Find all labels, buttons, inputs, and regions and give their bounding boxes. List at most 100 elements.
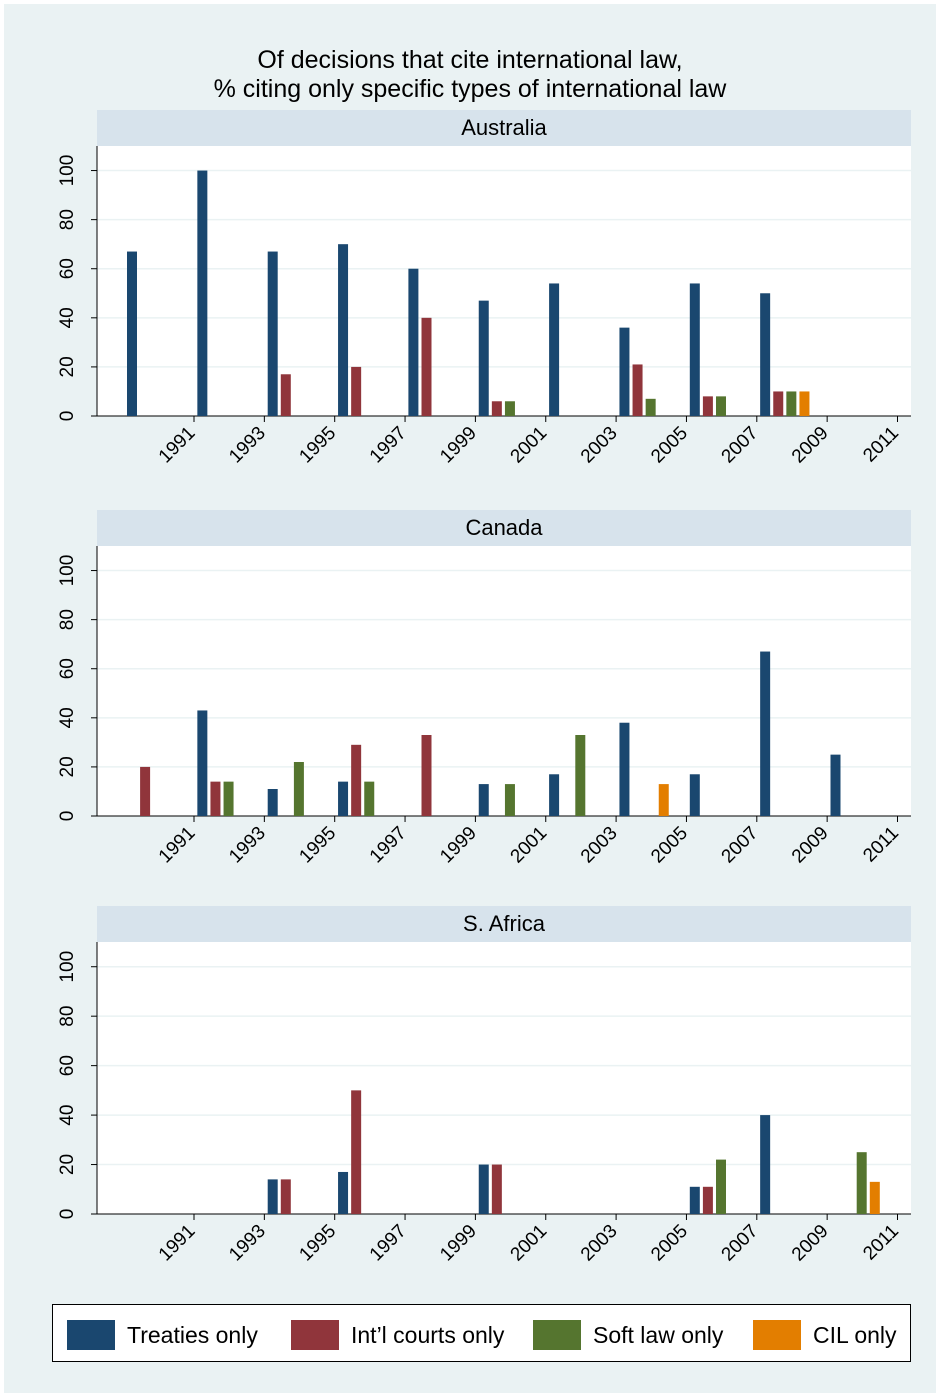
panel-s-africa: S. Africa 0 20 40 60 80 100 1991 1993 1995 1997 199…: [57, 906, 911, 1265]
x-tick-label: 1999: [436, 1221, 481, 1266]
bar-s-africa-treaties-only-2009: [760, 1115, 771, 1214]
bar-canada-soft-law-only-2003: [575, 735, 586, 816]
legend-swatch-cil: [753, 1320, 801, 1350]
legend-swatch-treaties: [67, 1320, 115, 1350]
bar-australia-int-l-courts-only-1999: [421, 317, 432, 416]
bar-australia-treaties-only-1991: [127, 251, 137, 416]
bar-canada-soft-law-only-1997: [364, 781, 375, 816]
y-tick-label: 80: [57, 209, 78, 230]
bar-australia-treaties-only-1993: [197, 170, 208, 416]
bar-s-africa-int-l-courts-only-2001: [491, 1164, 502, 1214]
bar-canada-treaties-only-2001: [478, 784, 489, 816]
bar-s-africa-treaties-only-2007: [689, 1186, 700, 1214]
bar-australia-treaties-only-2003: [549, 283, 560, 416]
x-tick-label: 1993: [225, 823, 270, 868]
bar-canada-int-l-courts-only-1993: [210, 781, 221, 816]
panel-strip: [97, 510, 911, 546]
bar-australia-int-l-courts-only-2007: [702, 396, 713, 416]
x-tick-label: 2011: [859, 423, 903, 467]
bar-canada-treaties-only-2007: [689, 774, 700, 816]
panel-strip: [97, 110, 911, 146]
x-tick-label: 1995: [295, 823, 340, 868]
x-tick-label: 2005: [647, 823, 692, 868]
y-tick-label: 20: [57, 756, 78, 777]
chart-title-line-2: % citing only specific types of internat…: [213, 75, 727, 103]
y-tick-label: 100: [57, 951, 78, 983]
x-tick-label: 2001: [507, 1221, 552, 1266]
x-tick-label: 2003: [577, 423, 622, 468]
panel-title: S. Africa: [463, 911, 546, 936]
plot-area: [97, 146, 911, 416]
x-tick-label: 1999: [436, 423, 481, 468]
bar-s-africa-int-l-courts-only-2007: [702, 1186, 713, 1214]
bar-australia-int-l-courts-only-2009: [773, 391, 784, 416]
bar-s-africa-soft-law-only-2007: [716, 1159, 726, 1214]
bar-australia-soft-law-only-2001: [504, 401, 515, 416]
bar-australia-int-l-courts-only-2001: [491, 401, 502, 416]
bar-canada-int-l-courts-only-1991: [140, 766, 151, 816]
bar-australia-treaties-only-1999: [408, 268, 419, 416]
x-tick-label: 1999: [436, 823, 481, 868]
y-tick-label: 0: [57, 811, 78, 822]
x-tick-label: 2007: [718, 1221, 763, 1266]
bar-s-africa-int-l-courts-only-1995: [280, 1179, 291, 1214]
bar-canada-treaties-only-2005: [619, 722, 630, 816]
panel-australia: Australia 0 20 40 60 80 100 1991 1993 1995 1997 199…: [57, 110, 911, 467]
bar-australia-int-l-courts-only-2005: [632, 364, 643, 416]
plot-area: [97, 546, 911, 816]
bar-canada-soft-law-only-1993: [223, 781, 234, 816]
y-tick-label: 60: [57, 258, 78, 279]
chart-title-line-1: Of decisions that cite international law…: [257, 46, 683, 74]
bar-canada-int-l-courts-only-1997: [351, 744, 362, 816]
bar-s-africa-treaties-only-1995: [267, 1179, 278, 1214]
x-tick-label: 2001: [507, 423, 552, 468]
x-tick-label: 2009: [788, 1221, 833, 1266]
x-tick-label: 2011: [859, 1221, 903, 1265]
bar-canada-treaties-only-1993: [197, 710, 208, 816]
bar-australia-treaties-only-2009: [760, 293, 771, 416]
bar-s-africa-treaties-only-1997: [338, 1171, 349, 1214]
y-tick-label: 60: [57, 1055, 78, 1076]
plot-area: [97, 942, 911, 1214]
x-tick-label: 2005: [647, 423, 692, 468]
x-tick-label: 1997: [366, 1221, 411, 1266]
bar-canada-cil-only-2005: [658, 784, 669, 816]
bar-s-africa-cil-only-2011: [869, 1181, 880, 1214]
legend-label-treaties: Treaties only: [127, 1322, 258, 1348]
y-tick-label: 100: [57, 155, 78, 187]
bar-australia-soft-law-only-2009: [786, 391, 797, 416]
bar-australia-int-l-courts-only-1997: [351, 366, 362, 416]
x-tick-label: 2007: [718, 823, 763, 868]
y-tick-label: 0: [57, 411, 78, 422]
bar-canada-treaties-only-1995: [267, 789, 278, 816]
panel-canada: Canada 0 20 40 60 80 100 1991 1993 1995 1997 1999 20…: [57, 510, 911, 867]
bar-australia-treaties-only-2005: [619, 327, 630, 416]
x-tick-label: 1993: [225, 1221, 270, 1266]
bar-canada-treaties-only-2011: [830, 754, 841, 816]
bar-s-africa-int-l-courts-only-1997: [351, 1090, 362, 1214]
x-tick-label: 2011: [859, 823, 903, 867]
y-tick-label: 40: [57, 307, 78, 328]
bar-canada-treaties-only-2009: [760, 651, 771, 816]
panel-title: Australia: [461, 115, 547, 140]
bar-canada-treaties-only-1997: [338, 781, 349, 816]
x-tick-label: 1997: [366, 423, 411, 468]
x-tick-label: 1991: [155, 423, 200, 468]
x-tick-label: 1991: [155, 823, 200, 868]
x-tick-label: 2007: [718, 423, 763, 468]
bar-australia-treaties-only-1997: [338, 244, 349, 416]
x-tick-label: 2003: [577, 823, 622, 868]
bar-australia-soft-law-only-2007: [716, 396, 726, 416]
x-tick-label: 2005: [647, 1221, 692, 1266]
y-tick-label: 0: [57, 1209, 78, 1220]
bar-canada-treaties-only-2003: [549, 774, 560, 816]
legend-label-intl-courts: Int’l courts only: [351, 1322, 505, 1348]
x-tick-label: 1995: [295, 423, 340, 468]
y-tick-label: 80: [57, 609, 78, 630]
bar-canada-soft-law-only-1995: [293, 762, 304, 816]
x-tick-label: 1991: [155, 1221, 200, 1266]
chart-title: Of decisions that cite international law…: [0, 46, 940, 104]
bar-s-africa-treaties-only-2001: [478, 1164, 489, 1214]
x-tick-label: 2009: [788, 423, 833, 468]
bar-australia-treaties-only-1995: [267, 251, 278, 416]
